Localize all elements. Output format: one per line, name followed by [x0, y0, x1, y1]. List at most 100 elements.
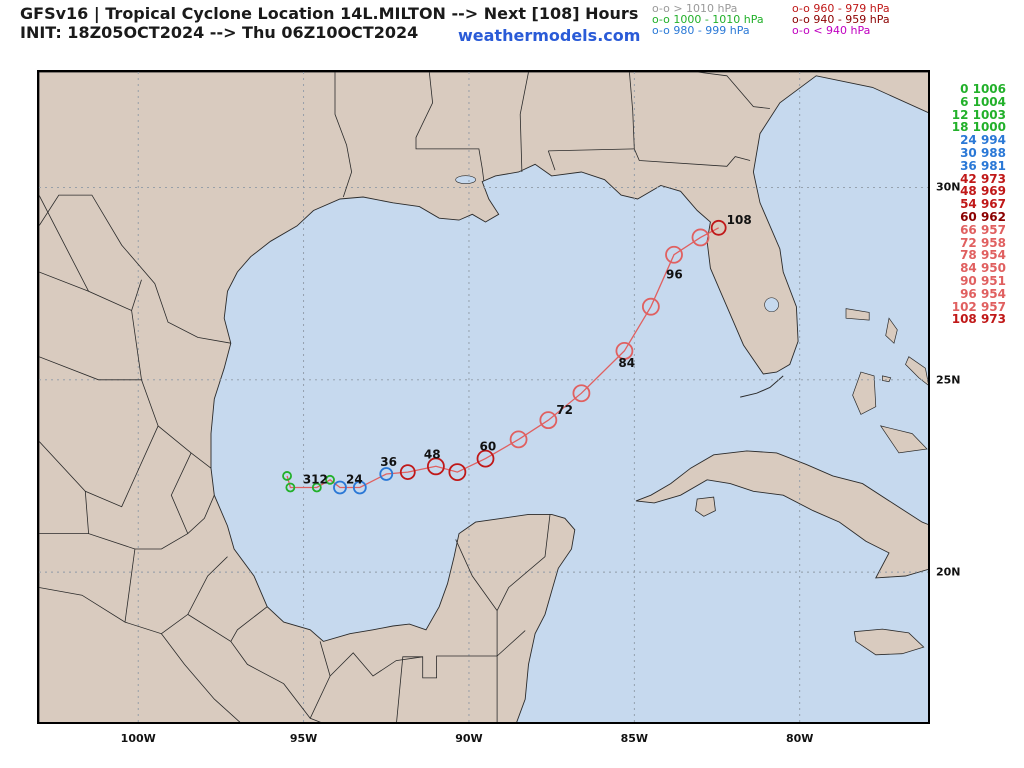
hour-pressure-entry: 54 967: [960, 197, 1006, 212]
political-border: [396, 655, 498, 722]
political-border: [548, 148, 635, 152]
track-hour-label: 312: [303, 472, 328, 486]
hour-pressure-entry: 18 1000: [951, 120, 1006, 135]
track-hour-label: 60: [480, 440, 497, 454]
track-line: [286, 227, 720, 489]
track-hour-label: 96: [666, 268, 683, 282]
track-hour-label: 24: [346, 472, 363, 486]
hour-pressure-entry: 48 969: [960, 184, 1006, 199]
bahamas-island: [882, 375, 892, 383]
political-border: [39, 556, 228, 635]
lake-pontchartrain: [455, 175, 476, 185]
track-point: [509, 430, 528, 449]
map-canvas: 312 24 36 48 60 72 84 96 108: [39, 72, 928, 722]
track-point: [285, 482, 296, 493]
hour-pressure-entry: 36 981: [960, 158, 1006, 173]
track-point: [333, 480, 347, 495]
track-point: [691, 228, 710, 247]
bahamas-island: [885, 317, 898, 344]
longitude-label: 85W: [620, 732, 649, 745]
borders: [39, 72, 770, 722]
legend-right-item: o-o < 940 hPa: [792, 24, 871, 37]
hour-pressure-entry: 108 973: [951, 312, 1006, 327]
political-border: [161, 633, 241, 722]
gridlines: [39, 72, 928, 722]
isla-juventud-land: [695, 496, 716, 517]
track-point: [352, 480, 367, 495]
lake-okeechobee: [764, 297, 779, 313]
political-border: [230, 606, 268, 642]
legend-left-item: o-o 980 - 999 hPa: [652, 24, 750, 37]
political-border: [629, 72, 635, 149]
legend-left-item: o-o 1000 - 1010 hPa: [652, 13, 764, 26]
political-border: [547, 150, 556, 171]
bahamas-island: [905, 356, 928, 386]
political-border: [415, 72, 485, 181]
hour-pressure-entry: 102 957: [951, 299, 1006, 314]
hour-pressure-entry: 30 988: [960, 145, 1006, 160]
track-point: [710, 219, 727, 236]
track-hour-labels: 312 24 36 48 60 72 84 96 108: [303, 213, 752, 487]
political-border: [131, 279, 142, 311]
hour-pressure-entry: 24 994: [960, 133, 1006, 148]
political-border: [697, 72, 770, 109]
track-point: [426, 457, 445, 476]
track-hour-label: 48: [424, 447, 441, 461]
track-point: [641, 297, 660, 316]
track-point: [615, 342, 634, 360]
bahamas-island: [879, 425, 928, 454]
latitude-label: 20N: [936, 565, 961, 579]
political-border: [39, 271, 89, 292]
storm-track: [282, 219, 727, 495]
pressure-legend-left: o-o > 1010 hPa o-o 1000 - 1010 hPa o-o 980…: [652, 3, 764, 36]
latitude-label: 25N: [936, 373, 961, 387]
political-border: [187, 614, 321, 722]
cuba-land: [635, 450, 928, 579]
hour-pressure-entry: 60 962: [960, 209, 1006, 224]
hour-pressure-list: 0 1006 6 1004 12 1003 18 1000 24 994 30 988 36…: [940, 83, 1006, 326]
bahamas-island: [852, 371, 877, 415]
hour-pressure-entry: 42 973: [960, 171, 1006, 186]
track-point: [665, 245, 683, 264]
track-point: [325, 474, 335, 485]
track-point: [311, 482, 322, 493]
track-point: [448, 463, 467, 481]
title-line-1: GFSv16 | Tropical Cyclone Location 14L.M…: [20, 4, 639, 23]
site-link[interactable]: weathermodels.com: [458, 26, 641, 45]
longitude-label: 90W: [455, 732, 483, 745]
political-border: [39, 194, 231, 344]
political-border: [496, 630, 526, 657]
hour-pressure-entry: 66 957: [960, 222, 1006, 237]
political-border: [519, 72, 529, 173]
hour-pressure-entry: 96 954: [960, 286, 1006, 301]
track-point: [539, 411, 558, 430]
political-border: [170, 452, 192, 534]
track-point: [379, 467, 394, 481]
track-hour-label: 84: [618, 356, 635, 370]
bahamas-island: [845, 308, 870, 321]
political-border: [124, 548, 136, 623]
title-block: GFSv16 | Tropical Cyclone Location 14L.M…: [20, 4, 638, 42]
track-hour-label: 108: [727, 213, 752, 227]
political-border: [455, 539, 498, 656]
political-border: [633, 148, 751, 167]
latitude-label: 30N: [936, 180, 961, 194]
north-america-land: [39, 72, 928, 722]
map-panel[interactable]: 312 24 36 48 60 72 84 96 108: [37, 70, 930, 724]
political-border: [334, 72, 353, 198]
hour-pressure-entry: 84 950: [960, 261, 1006, 276]
hour-pressure-entry: 90 951: [960, 273, 1006, 288]
hour-pressure-entry: 0 1006: [960, 82, 1006, 96]
political-border: [39, 356, 142, 381]
political-border: [329, 652, 423, 677]
hour-pressure-entry: 6 1004: [960, 94, 1006, 109]
political-border: [496, 514, 551, 611]
legend-left-item: o-o > 1010 hPa: [652, 2, 738, 15]
track-point: [282, 471, 292, 481]
longitude-label: 80W: [785, 732, 814, 745]
track-hour-label: 36: [380, 455, 397, 469]
pressure-legend-right: o-o 960 - 979 hPa o-o 940 - 959 hPa o-o < …: [792, 3, 890, 36]
longitude-label: 100W: [120, 732, 156, 745]
hour-pressure-entry: 78 954: [960, 248, 1006, 263]
land-layer: [39, 72, 928, 722]
